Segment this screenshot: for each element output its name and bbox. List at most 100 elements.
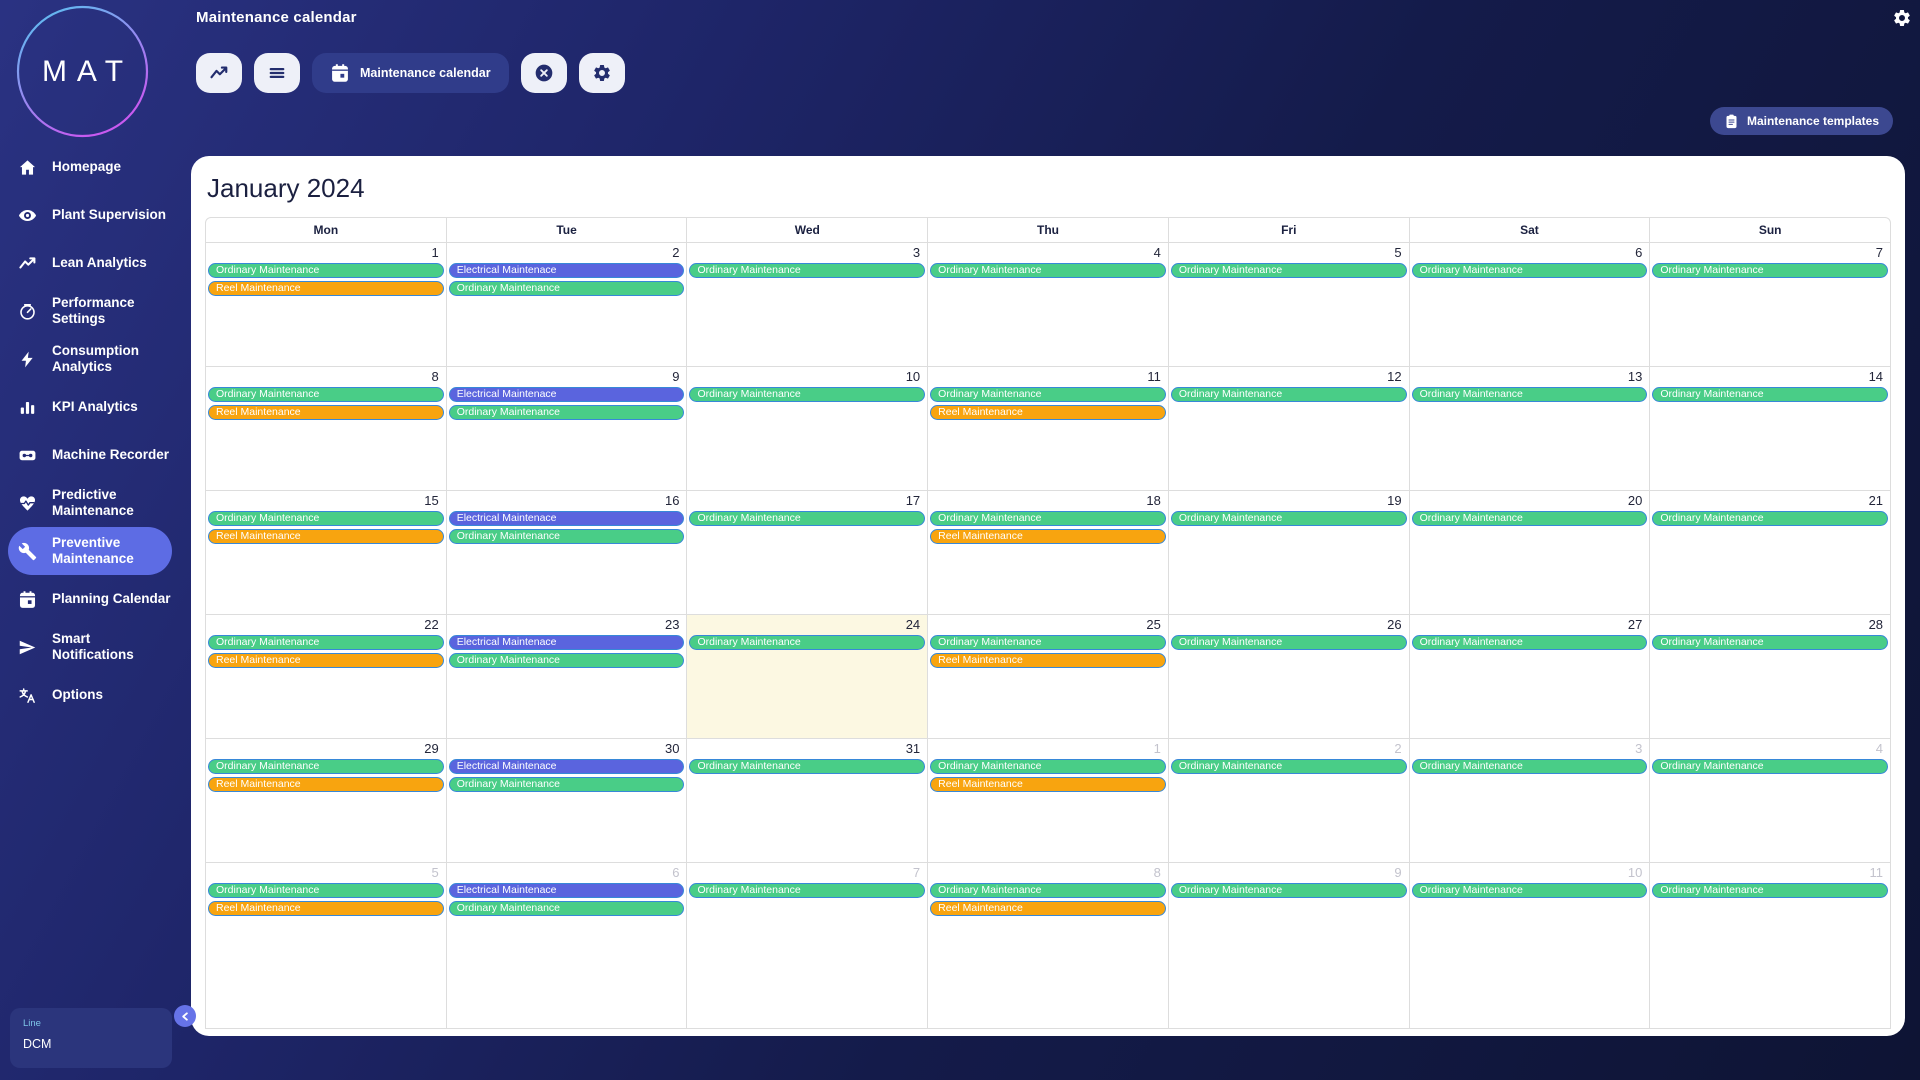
event-pill-reel[interactable]: Reel Maintenance [208,281,444,296]
sidebar-item-plant-supervision[interactable]: Plant Supervision [0,191,190,239]
event-pill-ordinary[interactable]: Ordinary Maintenance [930,759,1166,774]
event-pill-ordinary[interactable]: Ordinary Maintenance [1170,883,1407,898]
event-pill-ordinary[interactable]: Ordinary Maintenance [1411,387,1648,402]
calendar-day-cell[interactable]: 5 Ordinary Maintenance Reel Maintenance [206,863,447,1028]
maintenance-templates-button[interactable]: Maintenance templates [1709,107,1893,135]
event-pill-ordinary[interactable]: Ordinary Maintenance [689,635,926,650]
calendar-day-cell[interactable]: 5 Ordinary Maintenance [1169,243,1410,366]
event-pill-ordinary[interactable]: Ordinary Maintenance [930,635,1166,650]
event-pill-ordinary[interactable]: Ordinary Maintenance [689,883,926,898]
event-pill-ordinary[interactable]: Ordinary Maintenance [448,901,685,916]
calendar-day-cell[interactable]: 12 Ordinary Maintenance [1169,367,1410,490]
event-pill-reel[interactable]: Reel Maintenance [930,901,1166,916]
calendar-day-cell[interactable]: 4 Ordinary Maintenance [928,243,1169,366]
maintenance-calendar-button[interactable]: Maintenance calendar [312,53,509,93]
calendar-day-cell[interactable]: 2 Ordinary Maintenance [1169,739,1410,862]
calendar-day-cell[interactable]: 7 Ordinary Maintenance [687,863,929,1028]
event-pill-ordinary[interactable]: Ordinary Maintenance [208,263,444,278]
event-pill-ordinary[interactable]: Ordinary Maintenance [689,759,926,774]
sidebar-item-lean-analytics[interactable]: Lean Analytics [0,239,190,287]
event-pill-reel[interactable]: Reel Maintenance [208,529,444,544]
calendar-day-cell[interactable]: 14 Ordinary Maintenance [1650,367,1890,490]
event-pill-ordinary[interactable]: Ordinary Maintenance [689,387,926,402]
sidebar-item-smart-notifications[interactable]: Smart Notifications [0,623,190,671]
event-pill-reel[interactable]: Reel Maintenance [930,405,1166,420]
event-pill-ordinary[interactable]: Ordinary Maintenance [448,653,685,668]
trend-button[interactable] [196,53,242,93]
event-pill-ordinary[interactable]: Ordinary Maintenance [930,511,1166,526]
event-pill-ordinary[interactable]: Ordinary Maintenance [448,777,685,792]
menu-button[interactable] [254,53,300,93]
event-pill-ordinary[interactable]: Ordinary Maintenance [208,387,444,402]
event-pill-reel[interactable]: Reel Maintenance [208,777,444,792]
event-pill-ordinary[interactable]: Ordinary Maintenance [1652,263,1889,278]
calendar-day-cell[interactable]: 3 Ordinary Maintenance [1410,739,1651,862]
calendar-day-cell[interactable]: 19 Ordinary Maintenance [1169,491,1410,614]
calendar-day-cell[interactable]: 6 Electrical Maintenace Ordinary Maintenan… [447,863,688,1028]
sidebar-collapse-button[interactable] [174,1005,196,1027]
settings-gear-top-right-button[interactable] [1892,8,1914,30]
event-pill-ordinary[interactable]: Ordinary Maintenance [1170,263,1407,278]
event-pill-ordinary[interactable]: Ordinary Maintenance [1652,511,1889,526]
event-pill-reel[interactable]: Reel Maintenance [208,653,444,668]
sidebar-item-options[interactable]: Options [0,671,190,719]
event-pill-electrical[interactable]: Electrical Maintenace [448,883,685,898]
event-pill-ordinary[interactable]: Ordinary Maintenance [208,883,444,898]
calendar-day-cell[interactable]: 22 Ordinary Maintenance Reel Maintenance [206,615,447,738]
calendar-day-cell[interactable]: 17 Ordinary Maintenance [687,491,929,614]
sidebar-item-preventive-maintenance[interactable]: Preventive Maintenance [8,527,172,575]
event-pill-ordinary[interactable]: Ordinary Maintenance [1170,759,1407,774]
sidebar-item-predictive-maintenance[interactable]: Predictive Maintenance [0,479,190,527]
close-button[interactable] [520,53,567,93]
sidebar-item-machine-recorder[interactable]: Machine Recorder [0,431,190,479]
calendar-day-cell[interactable]: 3 Ordinary Maintenance [687,243,929,366]
calendar-day-cell[interactable]: 28 Ordinary Maintenance [1650,615,1890,738]
event-pill-ordinary[interactable]: Ordinary Maintenance [1652,635,1889,650]
event-pill-ordinary[interactable]: Ordinary Maintenance [689,511,926,526]
calendar-day-cell[interactable]: 29 Ordinary Maintenance Reel Maintenance [206,739,447,862]
event-pill-ordinary[interactable]: Ordinary Maintenance [689,263,926,278]
event-pill-ordinary[interactable]: Ordinary Maintenance [930,883,1166,898]
event-pill-ordinary[interactable]: Ordinary Maintenance [448,281,685,296]
calendar-day-cell[interactable]: 23 Electrical Maintenace Ordinary Maintena… [447,615,688,738]
event-pill-ordinary[interactable]: Ordinary Maintenance [1411,883,1648,898]
event-pill-ordinary[interactable]: Ordinary Maintenance [930,263,1166,278]
calendar-day-cell[interactable]: 24 Ordinary Maintenance [687,615,929,738]
event-pill-ordinary[interactable]: Ordinary Maintenance [1652,387,1889,402]
event-pill-ordinary[interactable]: Ordinary Maintenance [1652,759,1889,774]
event-pill-ordinary[interactable]: Ordinary Maintenance [208,511,444,526]
event-pill-ordinary[interactable]: Ordinary Maintenance [930,387,1166,402]
calendar-day-cell[interactable]: 30 Electrical Maintenace Ordinary Maintena… [447,739,688,862]
calendar-day-cell[interactable]: 2 Electrical Maintenace Ordinary Maintenan… [447,243,688,366]
event-pill-electrical[interactable]: Electrical Maintenace [448,635,685,650]
event-pill-reel[interactable]: Reel Maintenance [930,777,1166,792]
calendar-day-cell[interactable]: 18 Ordinary Maintenance Reel Maintenance [928,491,1169,614]
event-pill-ordinary[interactable]: Ordinary Maintenance [1652,883,1889,898]
event-pill-reel[interactable]: Reel Maintenance [930,653,1166,668]
calendar-day-cell[interactable]: 8 Ordinary Maintenance Reel Maintenance [928,863,1169,1028]
event-pill-ordinary[interactable]: Ordinary Maintenance [448,405,685,420]
event-pill-ordinary[interactable]: Ordinary Maintenance [1170,511,1407,526]
event-pill-ordinary[interactable]: Ordinary Maintenance [1411,263,1648,278]
calendar-day-cell[interactable]: 10 Ordinary Maintenance [1410,863,1651,1028]
calendar-day-cell[interactable]: 4 Ordinary Maintenance [1650,739,1890,862]
calendar-day-cell[interactable]: 25 Ordinary Maintenance Reel Maintenance [928,615,1169,738]
line-selector[interactable]: Line DCM [10,1008,172,1068]
event-pill-ordinary[interactable]: Ordinary Maintenance [1411,635,1648,650]
calendar-day-cell[interactable]: 27 Ordinary Maintenance [1410,615,1651,738]
calendar-day-cell[interactable]: 11 Ordinary Maintenance [1650,863,1890,1028]
event-pill-ordinary[interactable]: Ordinary Maintenance [208,635,444,650]
event-pill-reel[interactable]: Reel Maintenance [208,405,444,420]
calendar-day-cell[interactable]: 15 Ordinary Maintenance Reel Maintenance [206,491,447,614]
event-pill-ordinary[interactable]: Ordinary Maintenance [1411,511,1648,526]
settings-button[interactable] [578,53,625,93]
calendar-day-cell[interactable]: 31 Ordinary Maintenance [687,739,929,862]
calendar-day-cell[interactable]: 21 Ordinary Maintenance [1650,491,1890,614]
sidebar-item-kpi-analytics[interactable]: KPI Analytics [0,383,190,431]
calendar-day-cell[interactable]: 13 Ordinary Maintenance [1410,367,1651,490]
event-pill-electrical[interactable]: Electrical Maintenace [448,263,685,278]
calendar-day-cell[interactable]: 6 Ordinary Maintenance [1410,243,1651,366]
calendar-day-cell[interactable]: 9 Electrical Maintenace Ordinary Maintenan… [447,367,688,490]
calendar-day-cell[interactable]: 10 Ordinary Maintenance [687,367,929,490]
event-pill-reel[interactable]: Reel Maintenance [208,901,444,916]
